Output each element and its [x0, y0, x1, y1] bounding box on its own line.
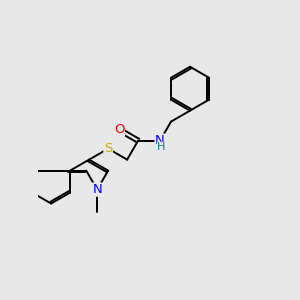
Text: N: N [92, 183, 102, 196]
Text: N: N [155, 134, 165, 147]
Text: O: O [114, 123, 124, 136]
Text: H: H [157, 142, 165, 152]
Text: S: S [104, 142, 112, 155]
